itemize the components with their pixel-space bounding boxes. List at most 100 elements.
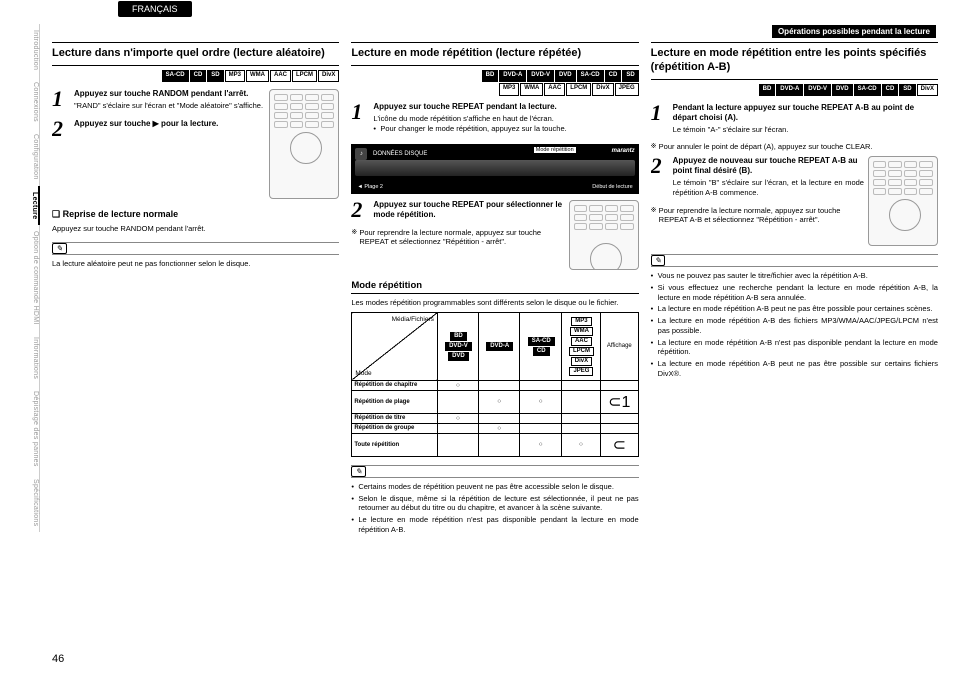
note-item: Certains modes de répétition peuvent ne … bbox=[351, 482, 638, 492]
step-bullet: Pour changer le mode répétition, appuyez… bbox=[373, 124, 638, 134]
step-heading: Appuyez sur touche REPEAT pour sélection… bbox=[373, 200, 564, 220]
format-badge: DVD bbox=[832, 84, 853, 97]
sidebar-item[interactable]: Configuration bbox=[14, 128, 40, 186]
language-tab: FRANÇAIS bbox=[118, 1, 192, 17]
note-item: Si vous effectuez une recherche pendant … bbox=[651, 283, 938, 303]
column-repeat: Lecture en mode répétition (lecture répé… bbox=[351, 42, 638, 537]
step-text: L'icône du mode répétition s'affiche en … bbox=[373, 114, 638, 124]
step-text: Le témoin "B" s'éclaire sur l'écran, et … bbox=[673, 178, 864, 198]
format-badge: CD bbox=[605, 70, 622, 83]
format-badge: DivX bbox=[917, 84, 938, 97]
step-1: 1 Appuyez sur touche REPEAT pendant la l… bbox=[351, 102, 638, 136]
format-badges: BDDVD-ADVD-VDVDSA-CDCDSDDivX bbox=[651, 84, 938, 97]
step-number: 2 bbox=[351, 200, 369, 220]
step-number: 2 bbox=[651, 156, 669, 198]
note-item: La lecture en mode répétition A-B n'est … bbox=[651, 338, 938, 358]
step-number: 1 bbox=[651, 103, 669, 135]
remote-diagram bbox=[868, 156, 938, 246]
format-badge: DVD-V bbox=[527, 70, 554, 83]
step-number: 1 bbox=[52, 89, 70, 111]
start-label: Début de lecture bbox=[592, 184, 632, 190]
brand-label: marantz bbox=[612, 148, 635, 154]
note-divider: ✎ bbox=[52, 242, 339, 255]
note-item: La lecture en mode répétition A-B des fi… bbox=[651, 316, 938, 336]
format-badge: CD bbox=[190, 70, 207, 83]
note-divider: ✎ bbox=[651, 254, 938, 267]
pencil-icon: ✎ bbox=[52, 243, 67, 254]
format-badge: BD bbox=[482, 70, 499, 83]
format-badge: WMA bbox=[520, 83, 543, 96]
format-badge: DVD-A bbox=[499, 70, 526, 83]
sidebar-item[interactable]: Spécifications bbox=[14, 473, 40, 532]
note-item: Selon le disque, même si la répétition d… bbox=[351, 494, 638, 514]
format-badge: LPCM bbox=[566, 83, 591, 96]
note-item: La lecture en mode répétition A-B peut n… bbox=[651, 304, 938, 314]
sidebar-item[interactable]: Lecture bbox=[14, 186, 40, 225]
format-badge: SA-CD bbox=[162, 70, 189, 83]
section-title: Lecture en mode répétition (lecture répé… bbox=[351, 42, 638, 66]
sidebar-nav: IntroductionConnexionsConfigurationLectu… bbox=[14, 24, 40, 564]
format-badge: DivX bbox=[592, 83, 613, 96]
step-2: 2 Appuyez sur touche REPEAT pour sélecti… bbox=[351, 200, 564, 220]
remote-diagram bbox=[269, 89, 339, 199]
sidebar-item[interactable]: Informations bbox=[14, 331, 40, 385]
note-item: Le lecture en mode répétition n'est pas … bbox=[351, 515, 638, 535]
mode-table: Média/FichiersModeBDDVD-VDVDDVD-ASA-CDCD… bbox=[351, 312, 638, 457]
step-1: 1 Appuyez sur touche RANDOM pendant l'ar… bbox=[52, 89, 265, 111]
format-badge: LPCM bbox=[292, 70, 317, 83]
format-badge: CD bbox=[882, 84, 899, 97]
note-item: Vous ne pouvez pas sauter le titre/fichi… bbox=[651, 271, 938, 281]
format-badge: BD bbox=[759, 84, 776, 97]
mode-title: Mode répétition bbox=[351, 280, 638, 294]
section-title: Lecture en mode répétition entre les poi… bbox=[651, 42, 938, 80]
note-text: La lecture aléatoire peut ne pas fonctio… bbox=[52, 259, 339, 269]
sidebar-item[interactable]: Dépistage des pannes bbox=[14, 385, 40, 473]
format-badge: DVD bbox=[555, 70, 576, 83]
format-badges: BDDVD-ADVD-VDVDSA-CDCDSD MP3WMAAACLPCMDiv… bbox=[351, 70, 638, 96]
step-2: 2 Appuyez sur touche ▶ pour la lecture. bbox=[52, 119, 265, 139]
mode-tag: Mode répétition bbox=[533, 146, 577, 154]
step-1: 1 Pendant la lecture appuyez sur touche … bbox=[651, 103, 938, 135]
format-badge: DivX bbox=[318, 70, 339, 83]
disc-data-label: DONNÉES DISQUE bbox=[373, 151, 427, 157]
screen-mock: ♪ DONNÉES DISQUE Mode répétition marantz… bbox=[351, 144, 638, 194]
note-item: La lecture en mode répétition A-B peut n… bbox=[651, 359, 938, 379]
sidebar-item[interactable]: Connexions bbox=[14, 76, 40, 128]
sidebar-item[interactable]: Introduction bbox=[14, 24, 40, 76]
step-number: 1 bbox=[351, 102, 369, 136]
music-icon: ♪ bbox=[355, 148, 367, 160]
format-badge: DVD-A bbox=[776, 84, 803, 97]
sidebar-item[interactable]: Option de commande HDMI bbox=[14, 225, 40, 331]
format-badge: SD bbox=[207, 70, 223, 83]
step-heading: Pendant la lecture appuyez sur touche RE… bbox=[673, 103, 938, 123]
page-header: Opérations possibles pendant la lecture bbox=[772, 25, 936, 38]
step-heading: Appuyez sur touche REPEAT pendant la lec… bbox=[373, 102, 638, 112]
step-heading: Appuyez sur touche RANDOM pendant l'arrê… bbox=[74, 89, 265, 99]
page-number: 46 bbox=[52, 653, 64, 665]
section-title: Lecture dans n'importe quel ordre (lectu… bbox=[52, 42, 339, 66]
format-badge: WMA bbox=[246, 70, 269, 83]
format-badge: MP3 bbox=[225, 70, 245, 83]
star-note: Pour annuler le point de départ (A), app… bbox=[651, 142, 938, 152]
main-content: Lecture dans n'importe quel ordre (lectu… bbox=[52, 42, 938, 537]
format-badge: AAC bbox=[270, 70, 291, 83]
format-badge: AAC bbox=[544, 83, 565, 96]
format-badge: MP3 bbox=[499, 83, 519, 96]
format-badge: SA-CD bbox=[577, 70, 604, 83]
star-note: Pour reprendre la lecture normale, appuy… bbox=[651, 206, 938, 226]
step-number: 2 bbox=[52, 119, 70, 139]
format-badge: SD bbox=[899, 84, 915, 97]
format-badges: SA-CDCDSDMP3WMAAACLPCMDivX bbox=[52, 70, 339, 83]
subsection-title: Reprise de lecture normale bbox=[52, 209, 339, 220]
format-badge: DVD-V bbox=[804, 84, 831, 97]
format-badge: SA-CD bbox=[854, 84, 881, 97]
column-random: Lecture dans n'importe quel ordre (lectu… bbox=[52, 42, 339, 537]
format-badge: SD bbox=[622, 70, 638, 83]
step-heading: Appuyez sur touche ▶ pour la lecture. bbox=[74, 119, 265, 129]
note-divider: ✎ bbox=[351, 465, 638, 478]
step-text: Le témoin "A-" s'éclaire sur l'écran. bbox=[673, 125, 938, 135]
step-2: 2 Appuyez de nouveau sur touche REPEAT A… bbox=[651, 156, 864, 198]
step-heading: Appuyez de nouveau sur touche REPEAT A-B… bbox=[673, 156, 864, 176]
track-label: ◄ Plage 2 bbox=[357, 184, 383, 190]
mode-intro: Les modes répétition programmables sont … bbox=[351, 298, 638, 308]
